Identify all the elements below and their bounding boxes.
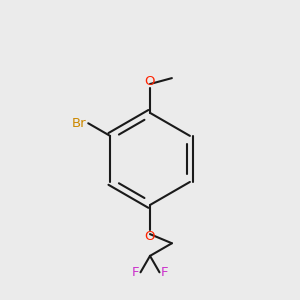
Text: Br: Br xyxy=(72,117,87,130)
Text: O: O xyxy=(145,75,155,88)
Text: O: O xyxy=(145,230,155,243)
Text: F: F xyxy=(131,266,139,279)
Text: F: F xyxy=(161,266,169,279)
